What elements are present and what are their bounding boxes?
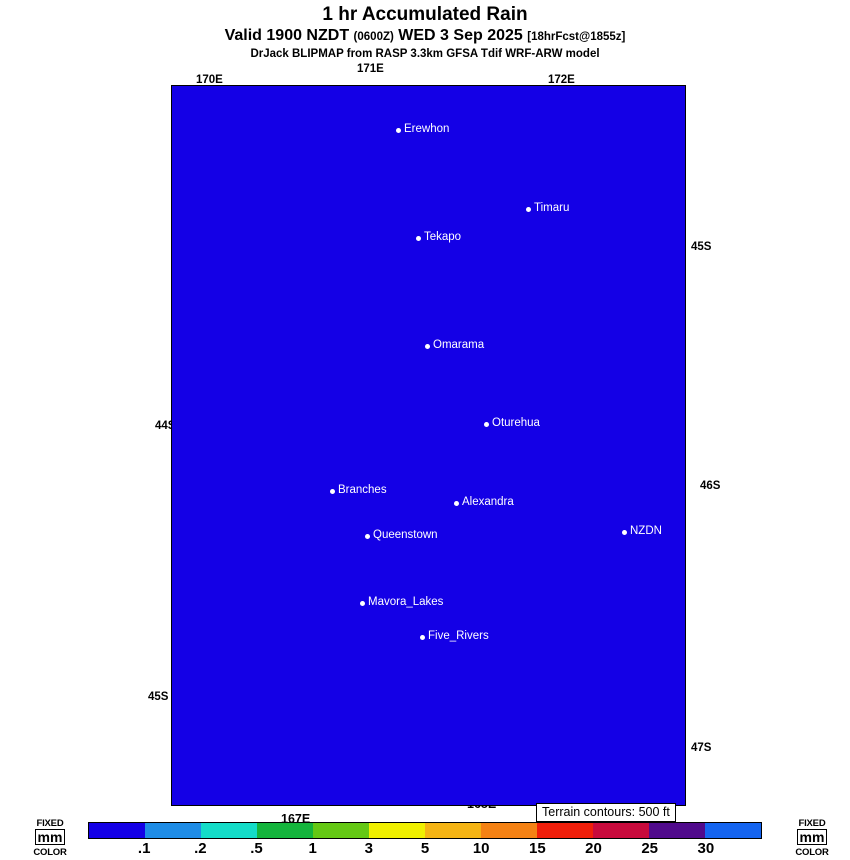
colorbar-segment-11 <box>705 823 761 838</box>
city-label: Timaru <box>534 202 570 214</box>
station-dot-icon <box>365 534 370 539</box>
colorbar-tick-10: 10 <box>472 840 490 857</box>
terrain-contour-note: Terrain contours: 500 ft <box>536 803 676 822</box>
lon-label-172e: 172E <box>548 74 575 86</box>
colorbar-tick-p1: .1 <box>137 840 151 857</box>
lat-label-44s: 44S <box>155 420 176 432</box>
station-dot-icon <box>484 422 489 427</box>
model-credit: DrJack BLIPMAP from RASP 3.3km GFSA Tdif… <box>250 48 600 60</box>
city-label: Tekapo <box>424 231 462 243</box>
city-label: Erewhon <box>404 123 450 135</box>
colorbar-tick-1: 1 <box>308 840 317 857</box>
station-dot-icon <box>396 128 401 133</box>
unit-label-right: mm <box>796 829 828 845</box>
lat-label-46s: 46S <box>700 480 721 492</box>
lat-label-45s-left: 45S <box>148 691 169 703</box>
station-dot-icon <box>360 601 365 606</box>
station-dot-icon <box>416 236 421 241</box>
city-label: Branches <box>338 484 387 496</box>
colorbar-segment-10 <box>649 823 705 838</box>
lat-label-47s: 47S <box>691 742 712 754</box>
colorbar-segment-2 <box>201 823 257 838</box>
colorbar-segment-6 <box>425 823 481 838</box>
colorbar-swatches[interactable] <box>88 822 762 839</box>
page-title: 1 hr Accumulated Rain <box>322 4 528 25</box>
colorbar-segment-3 <box>257 823 313 838</box>
colorbar-segment-1 <box>145 823 201 838</box>
valid-date: WED 3 Sep 2025 <box>398 27 523 44</box>
valid-utc: (0600Z) <box>353 31 394 43</box>
color-label-right: COLOR <box>795 847 829 858</box>
colorbar-tick-p5: .5 <box>250 840 263 857</box>
colorbar-tick-p2: .2 <box>194 840 207 857</box>
colorbar-tick-15: 15 <box>528 840 546 857</box>
city-label: Mavora_Lakes <box>368 596 444 608</box>
rain-field-canvas <box>172 86 685 805</box>
city-label: Omarama <box>433 339 485 351</box>
title-block: 1 hr Accumulated Rain Valid 1900 NZDT (0… <box>0 0 850 62</box>
city-label: Oturehua <box>492 417 540 429</box>
city-label: Alexandra <box>462 496 514 508</box>
colorbar-tick-labels: .1 .2 .5 1 3 5 10 15 20 25 30 <box>88 840 762 860</box>
colorbar-segment-9 <box>593 823 649 838</box>
colorbar-segment-5 <box>369 823 425 838</box>
station-dot-icon <box>330 489 335 494</box>
lon-label-171e: 171E <box>357 63 384 75</box>
colorbar[interactable]: .1 .2 .5 1 3 5 10 15 20 25 30 <box>88 822 762 860</box>
station-dot-icon <box>622 530 627 535</box>
colorbar-segment-4 <box>313 823 369 838</box>
station-dot-icon <box>425 344 430 349</box>
colorbar-tick-30: 30 <box>697 840 715 857</box>
fixed-label-left: FIXED <box>36 818 64 829</box>
lat-label-45s-right: 45S <box>691 241 712 253</box>
colorbar-tick-25: 25 <box>641 840 658 857</box>
station-dot-icon <box>420 635 425 640</box>
station-dot-icon <box>454 501 459 506</box>
city-label: NZDN <box>630 525 662 537</box>
colorbar-tick-5: 5 <box>420 840 430 857</box>
valid-time-line: Valid 1900 NZDT (0600Z) WED 3 Sep 2025 [… <box>0 26 850 47</box>
colorbar-unit-left: FIXED mm COLOR <box>22 818 78 858</box>
colorbar-unit-right: FIXED mm COLOR <box>784 818 840 858</box>
colorbar-tick-20: 20 <box>585 840 602 857</box>
colorbar-segment-7 <box>481 823 537 838</box>
color-label-left: COLOR <box>33 847 67 858</box>
unit-label-left: mm <box>34 829 66 845</box>
colorbar-tick-3: 3 <box>364 840 373 857</box>
forecast-tag: [18hrFcst@1855z] <box>527 31 626 43</box>
fixed-label-right: FIXED <box>798 818 826 829</box>
city-label: Queenstown <box>373 529 438 541</box>
colorbar-segment-8 <box>537 823 593 838</box>
station-dot-icon <box>526 207 531 212</box>
rain-map[interactable]: Erewhon Timaru Tekapo Omarama Oturehua Branch… <box>171 85 686 806</box>
lon-label-170e: 170E <box>196 74 223 86</box>
valid-prefix: Valid 1900 NZDT <box>224 27 350 44</box>
colorbar-segment-0 <box>89 823 145 838</box>
city-label: Five_Rivers <box>428 630 489 642</box>
